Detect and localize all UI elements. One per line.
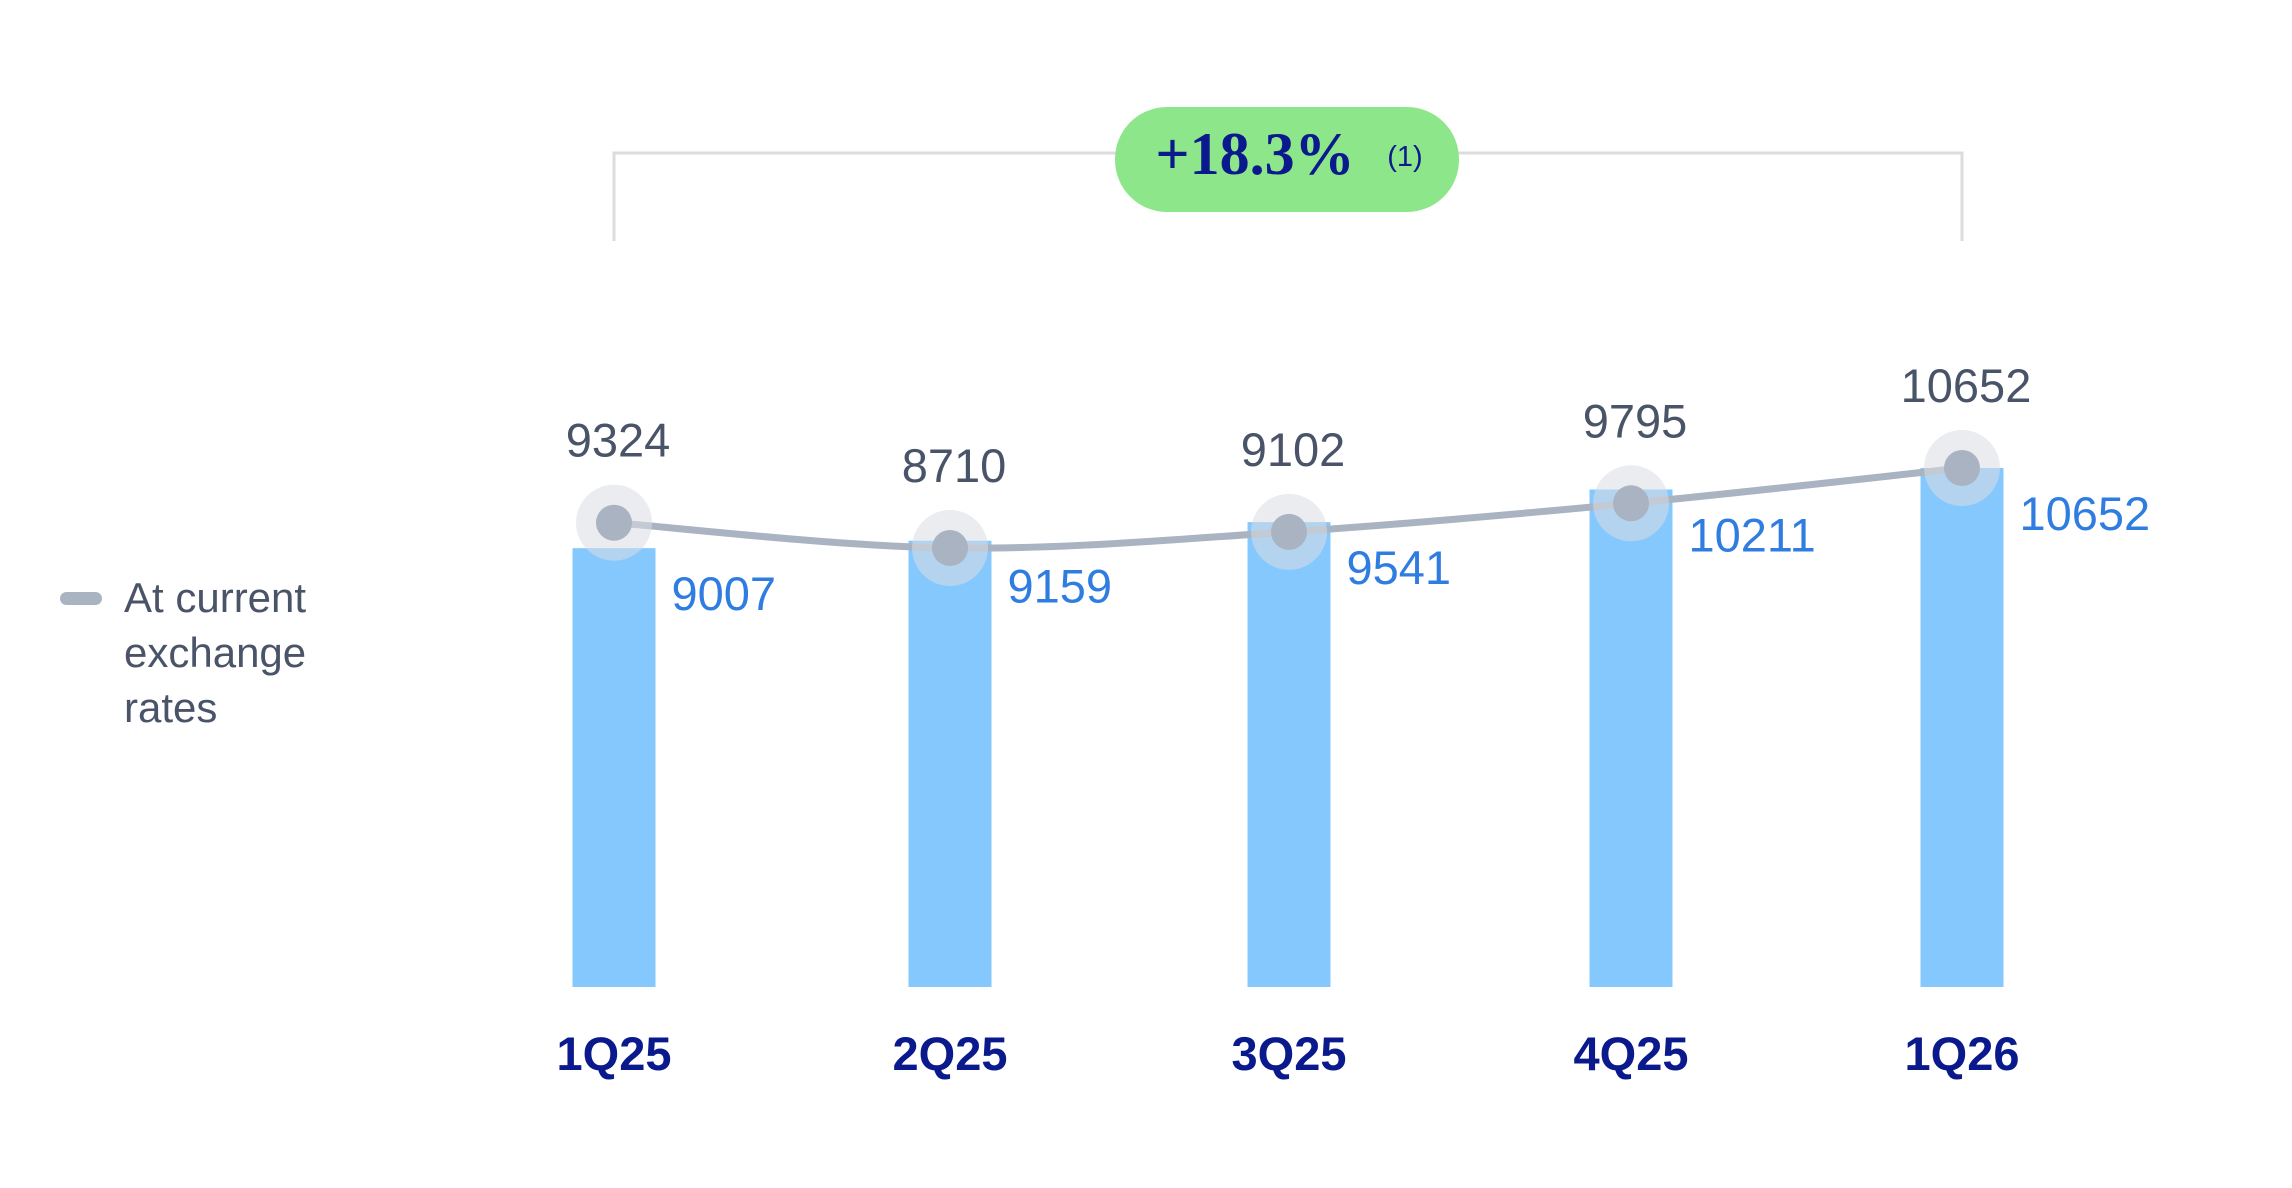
bar-value-label: 10211: [1689, 508, 1816, 561]
legend: At current exchange rates: [60, 570, 354, 735]
bar: [1247, 522, 1331, 987]
bar-value-label: 9541: [1347, 541, 1452, 594]
point: [1271, 513, 1307, 550]
point: [596, 504, 632, 541]
growth-note: (1): [1387, 141, 1422, 173]
line-value-label: 9795: [1583, 394, 1688, 447]
x-tick-label: 1Q25: [557, 1027, 672, 1080]
point: [932, 530, 968, 566]
line-value-label: 9102: [1241, 423, 1346, 476]
legend-swatch: [60, 592, 102, 605]
bar-value-label: 10652: [2020, 487, 2151, 540]
bar-value-label: 9159: [1008, 560, 1113, 613]
line-value-label: 8710: [902, 439, 1007, 492]
x-tick-label: 1Q26: [1905, 1027, 2020, 1080]
line-value-label: 9324: [566, 414, 671, 467]
point: [1613, 485, 1649, 522]
bar: [1920, 468, 2004, 987]
x-tick-label: 3Q25: [1232, 1027, 1347, 1080]
point: [1944, 450, 1980, 486]
bar: [572, 548, 656, 987]
bar: [908, 540, 992, 987]
growth-pill: [1115, 107, 1459, 212]
growth-label: +18.3%: [1155, 121, 1354, 187]
bar: [1589, 489, 1673, 987]
x-tick-label: 2Q25: [893, 1027, 1008, 1080]
x-tick-label: 4Q25: [1574, 1027, 1689, 1080]
legend-label: At current exchange rates: [124, 574, 307, 731]
line-value-label: 10652: [1901, 359, 2032, 412]
bar-value-label: 9007: [672, 567, 777, 620]
